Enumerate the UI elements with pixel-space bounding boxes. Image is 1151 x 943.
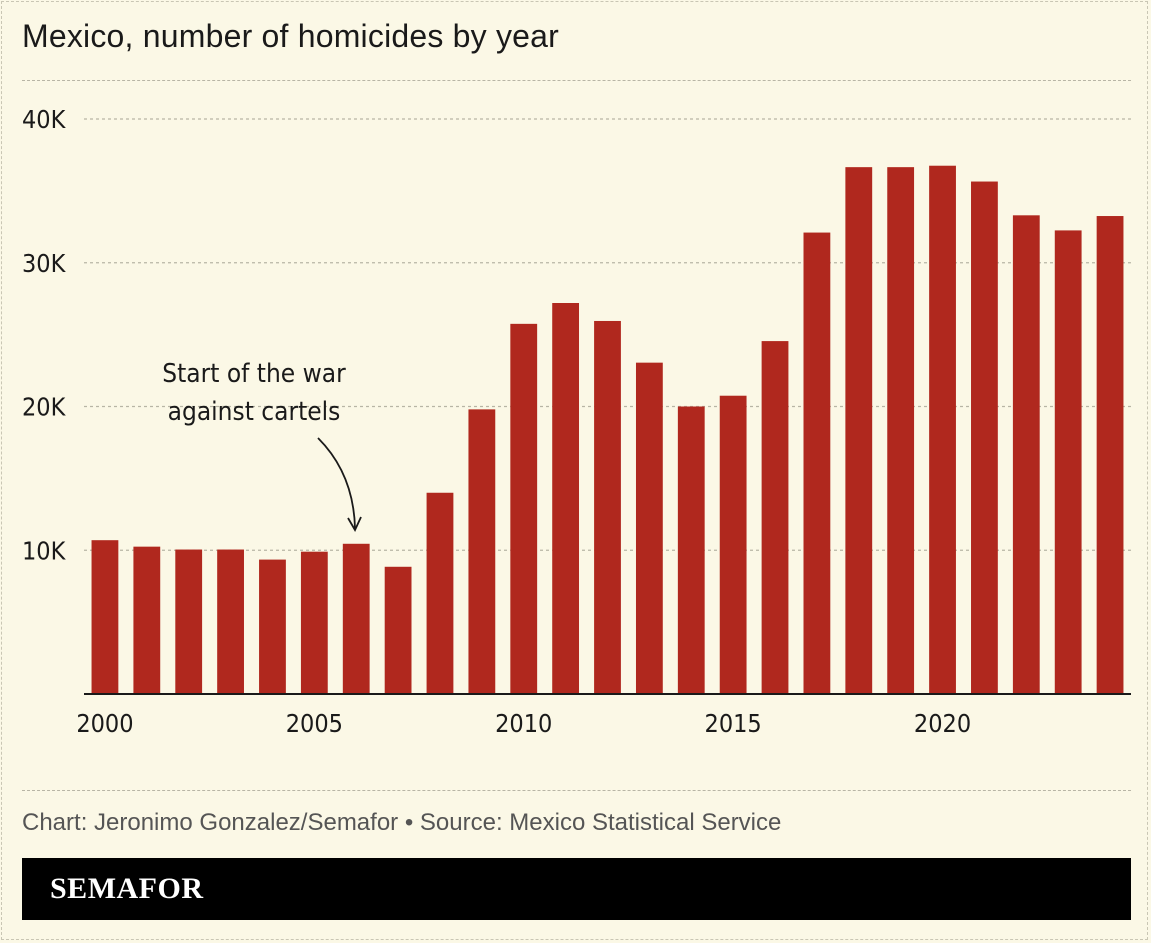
bar-2018 — [845, 167, 873, 694]
x-tick-label: 2015 — [705, 709, 762, 738]
brand-bar: SEMAFOR — [22, 858, 1131, 920]
semafor-logo: SEMAFOR — [50, 872, 204, 905]
x-tick-label: 2020 — [914, 709, 971, 738]
axes: 10K 20K 30K 40K 2000 2005 2010 2015 2020 — [22, 105, 1131, 738]
bar-2003 — [217, 549, 244, 694]
bar-2020 — [929, 165, 956, 694]
x-tick-label: 2005 — [286, 709, 343, 738]
bar-2022 — [1012, 215, 1040, 694]
bar-2010 — [510, 323, 538, 694]
bar-2004 — [259, 559, 286, 694]
bar-2024 — [1096, 216, 1124, 694]
annotation-text-line1: Start of the war — [162, 359, 346, 389]
bar-2000 — [91, 540, 119, 694]
bar-2019 — [887, 167, 915, 694]
x-tick-label: 2000 — [76, 709, 133, 738]
title-divider — [22, 80, 1131, 81]
footer-divider — [22, 790, 1131, 791]
bar-chart: 10K 20K 30K 40K 2000 2005 2010 2015 2020 Start o… — [22, 105, 1131, 738]
annotation-arrowhead — [347, 516, 362, 532]
bar-2007 — [384, 566, 412, 694]
annotation-text-line2: against cartels — [168, 397, 341, 427]
bars — [91, 165, 1124, 694]
bar-2017 — [803, 232, 831, 694]
annotation-arrow — [317, 437, 356, 529]
bar-2013 — [635, 362, 663, 694]
bar-2012 — [594, 320, 621, 694]
source-note: Chart: Jeronimo Gonzalez/Semafor • Sourc… — [22, 809, 782, 836]
y-tick-label: 20K — [22, 393, 67, 422]
bar-2008 — [426, 492, 454, 694]
y-tick-label: 10K — [22, 536, 67, 565]
bar-2005 — [300, 551, 328, 694]
bar-2015 — [719, 395, 747, 694]
bar-2023 — [1054, 230, 1082, 694]
bar-2002 — [175, 549, 203, 694]
annotation: Start of the war against cartels — [162, 359, 362, 532]
bar-2001 — [133, 546, 161, 694]
bar-2011 — [552, 303, 580, 694]
x-tick-label: 2010 — [495, 709, 552, 738]
bar-2016 — [761, 341, 789, 694]
bar-2006 — [342, 543, 370, 694]
bar-2021 — [971, 181, 998, 694]
bar-2014 — [677, 406, 705, 694]
y-tick-label: 30K — [22, 249, 67, 278]
chart-title: Mexico, number of homicides by year — [22, 18, 559, 54]
y-tick-label: 40K — [22, 105, 67, 134]
bar-2009 — [468, 409, 496, 694]
